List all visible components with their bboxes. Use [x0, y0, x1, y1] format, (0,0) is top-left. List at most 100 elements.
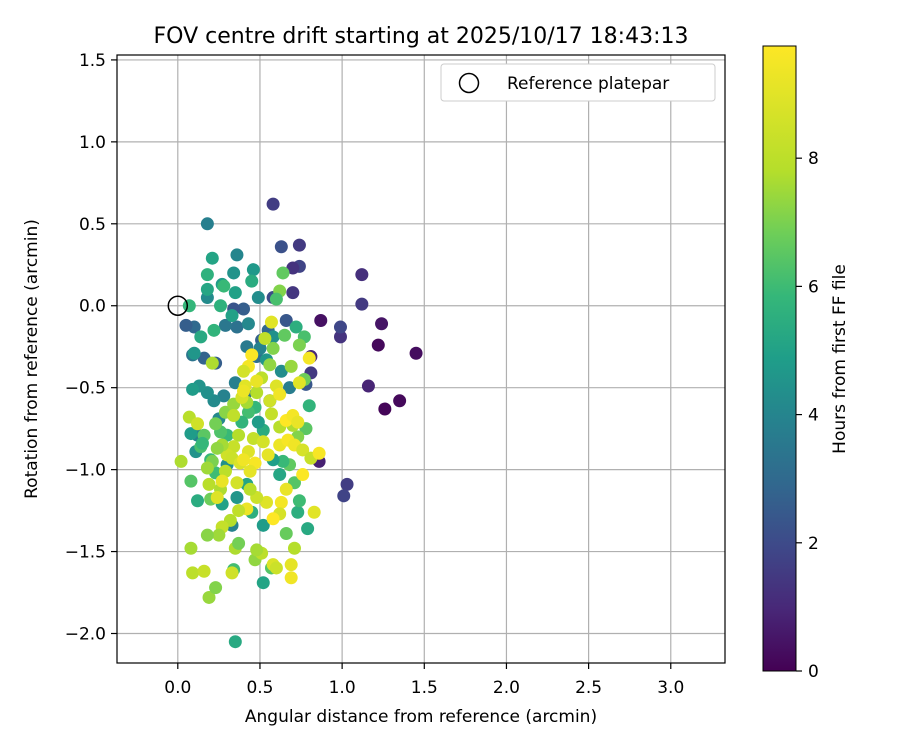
reference-layer: [167, 295, 189, 316]
data-point: [237, 453, 251, 467]
data-point: [191, 417, 205, 431]
data-point: [207, 323, 221, 337]
data-point: [187, 346, 201, 360]
data-point: [232, 428, 246, 442]
colorbar-ticks: 0 2 4 6 8: [796, 149, 819, 682]
data-point: [307, 505, 321, 519]
data-point: [225, 566, 239, 580]
data-point: [266, 341, 280, 355]
data-point: [250, 386, 264, 400]
data-point: [184, 427, 198, 441]
data-point: [230, 248, 244, 262]
data-point: [200, 282, 214, 296]
data-point: [355, 268, 369, 282]
data-point: [284, 558, 298, 572]
data-point: [333, 330, 347, 344]
x-axis-ticks: 0.0 0.5 1.0 1.5 2.0 2.5 3.0: [164, 663, 684, 698]
data-point: [245, 348, 259, 362]
data-point: [312, 446, 326, 460]
data-point: [269, 292, 283, 306]
data-point: [278, 328, 292, 342]
x-tick-label: 0.0: [164, 678, 191, 698]
data-point: [218, 318, 232, 332]
data-point: [246, 263, 260, 277]
colorbar-tick-label: 8: [808, 149, 819, 169]
data-point: [212, 528, 226, 542]
data-point: [182, 299, 196, 313]
data-point: [228, 635, 242, 649]
data-point: [195, 436, 209, 450]
data-point: [314, 313, 328, 327]
data-point: [237, 302, 251, 316]
data-point: [286, 286, 300, 300]
data-point: [274, 364, 288, 378]
data-point: [292, 494, 306, 508]
x-axis-label: Angular distance from reference (arcmin): [245, 707, 597, 727]
data-point: [393, 394, 407, 408]
legend-marker-reference: [458, 72, 480, 94]
x-tick-label: 1.5: [411, 678, 438, 698]
data-point: [276, 266, 290, 280]
data-point: [232, 536, 246, 550]
y-tick-label: 1.5: [79, 51, 106, 71]
colorbar-tick-label: 6: [808, 277, 819, 297]
data-point: [232, 504, 246, 518]
x-tick-label: 1.0: [329, 678, 356, 698]
x-tick-label: 2.0: [493, 678, 520, 698]
data-point: [361, 379, 375, 393]
data-point: [296, 468, 310, 482]
data-point: [264, 315, 278, 329]
y-tick-label: −1.5: [65, 543, 106, 563]
data-point: [258, 332, 272, 346]
data-point: [186, 382, 200, 396]
data-point: [371, 338, 385, 352]
data-point: [292, 376, 306, 390]
x-tick-label: 2.5: [575, 678, 602, 698]
data-point: [227, 409, 241, 423]
colorbar: 0 2 4 6 8 Hours from first FF file: [762, 45, 850, 682]
data-point: [292, 338, 306, 352]
data-point: [251, 415, 265, 429]
data-point: [283, 381, 297, 395]
data-point: [284, 571, 298, 585]
data-point: [375, 317, 389, 331]
data-point: [279, 482, 293, 496]
plot-area-frame: [116, 54, 726, 664]
data-point: [273, 387, 287, 401]
data-point: [210, 490, 224, 504]
data-point: [184, 474, 198, 488]
data-point: [250, 543, 264, 557]
data-point: [266, 512, 280, 526]
data-point: [228, 286, 242, 300]
y-tick-label: −1.0: [65, 461, 106, 481]
data-point: [291, 415, 305, 429]
data-point: [260, 495, 274, 509]
data-point: [302, 399, 316, 413]
y-tick-label: 0.5: [79, 215, 106, 235]
data-point: [279, 527, 293, 541]
data-point: [301, 522, 315, 536]
legend-label-reference: Reference platepar: [507, 74, 669, 94]
x-tick-label: 3.0: [657, 678, 684, 698]
data-point: [264, 407, 278, 421]
data-point: [291, 505, 305, 519]
data-point: [279, 313, 293, 327]
data-point: [202, 590, 216, 604]
data-point: [205, 251, 219, 265]
data-point: [241, 405, 255, 419]
data-point: [256, 435, 270, 449]
data-point: [217, 389, 231, 403]
data-point: [340, 477, 354, 491]
data-point: [209, 581, 223, 595]
y-tick-label: −2.0: [65, 625, 106, 645]
data-point: [217, 279, 231, 293]
data-point: [251, 291, 265, 305]
y-tick-label: −0.5: [65, 379, 106, 399]
data-point: [378, 402, 392, 416]
data-point: [215, 474, 229, 488]
data-point: [194, 330, 208, 344]
data-point: [333, 320, 347, 334]
data-point: [179, 318, 193, 332]
data-point: [241, 317, 255, 331]
data-point: [263, 358, 277, 372]
